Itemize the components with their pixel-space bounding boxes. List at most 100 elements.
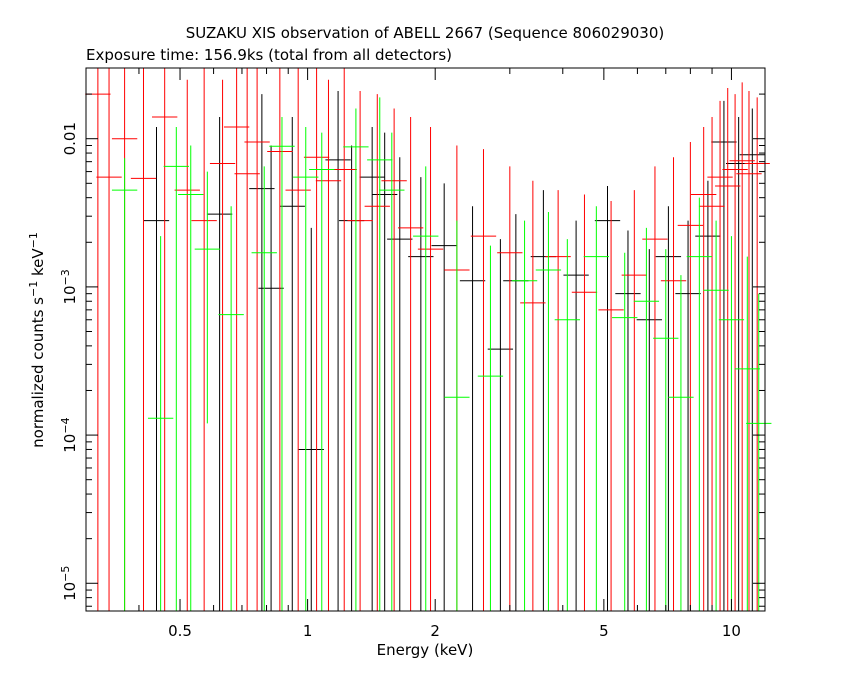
data-point [244,68,270,611]
data-point [367,97,393,611]
data-point [554,239,580,611]
data-point [163,126,189,611]
x-tick-label: 2 [430,622,440,640]
data-point [85,68,111,611]
data-point [331,68,357,611]
series-layer [85,68,772,611]
data-point [545,190,571,611]
data-point [497,166,523,611]
axis-layer: 0.5 1 2 5 10 0.01 10−3 10−4 10−5 [59,67,765,640]
data-point [251,166,277,611]
data-point [379,132,405,611]
data-point [381,108,407,611]
data-point [655,206,682,611]
data-point [594,185,621,611]
data-point [364,94,390,611]
data-point [359,126,385,611]
x-tick-label: 10 [722,622,741,640]
plot-frame [85,67,766,612]
data-point [633,227,660,611]
data-point [315,79,342,611]
data-point [739,108,765,611]
data-point [249,94,275,611]
data-point [660,157,687,611]
data-point [612,252,638,611]
data-point [147,236,174,611]
data-point [303,68,330,611]
data-point [431,183,457,611]
data-point [718,236,745,611]
x-axis-label: Energy (keV) [377,641,474,659]
y-tick-label: 10−3 [59,269,79,304]
data-point [298,227,324,611]
data-point [111,158,138,611]
data-point [668,275,694,611]
data-point [444,220,470,611]
data-point [417,126,444,611]
data-point [746,293,772,611]
data-point [477,245,504,611]
data-point [736,90,762,611]
data-point [729,82,755,611]
data-point [96,68,122,611]
data-point [598,200,624,611]
data-point [387,157,413,611]
y-tick-label: 0.01 [61,122,79,155]
data-point [583,206,610,611]
data-point [459,206,486,611]
data-point [677,142,704,611]
y-axis-label: normalized counts s−1 keV−1 [27,232,47,448]
data-point [470,149,497,611]
y-axis-label-exp2: −1 [27,232,40,248]
data-point [174,79,200,611]
x-tick-label: 1 [303,622,313,640]
data-point [734,256,760,611]
x-tick-label: 0.5 [168,622,192,640]
data-point [511,220,538,611]
y-tick-label: 10−5 [59,566,79,601]
chart-subtitle: Exposure time: 156.9ks (total from all d… [86,46,452,64]
data-point [571,194,598,611]
data-point [234,68,260,611]
y-axis-label-main: normalized counts s [29,297,47,448]
data-point [269,117,295,611]
data-point [413,166,439,611]
data-point [621,190,647,611]
data-point [744,97,770,611]
data-point [703,220,729,611]
data-point [218,206,244,611]
data-point [615,230,641,611]
data-point [209,79,236,611]
data-point [408,177,434,611]
data-point [397,117,424,611]
data-point [520,180,546,611]
data-point [152,68,178,611]
data-point [279,117,305,611]
data-point [707,100,733,611]
data-point [293,126,319,611]
data-point [178,145,204,611]
series-1 [85,68,770,611]
data-point [535,212,562,611]
data-point [636,249,662,611]
data-point [487,239,514,611]
data-point [191,68,217,611]
data-point [130,68,157,611]
data-point [530,190,557,611]
data-point [347,90,373,611]
data-point [267,68,293,611]
data-point [309,132,335,611]
x-tick-label: 5 [599,622,609,640]
chart-title: SUZAKU XIS observation of ABELL 2667 (Se… [186,24,664,42]
data-point [715,87,741,611]
series-2 [111,97,772,611]
data-point [325,90,351,611]
data-point [653,249,679,611]
y-axis-label-exp1: −1 [27,281,40,297]
data-point [194,171,221,424]
data-point [372,132,398,611]
data-point [143,126,170,611]
data-point [343,108,369,611]
data-point [223,68,250,611]
